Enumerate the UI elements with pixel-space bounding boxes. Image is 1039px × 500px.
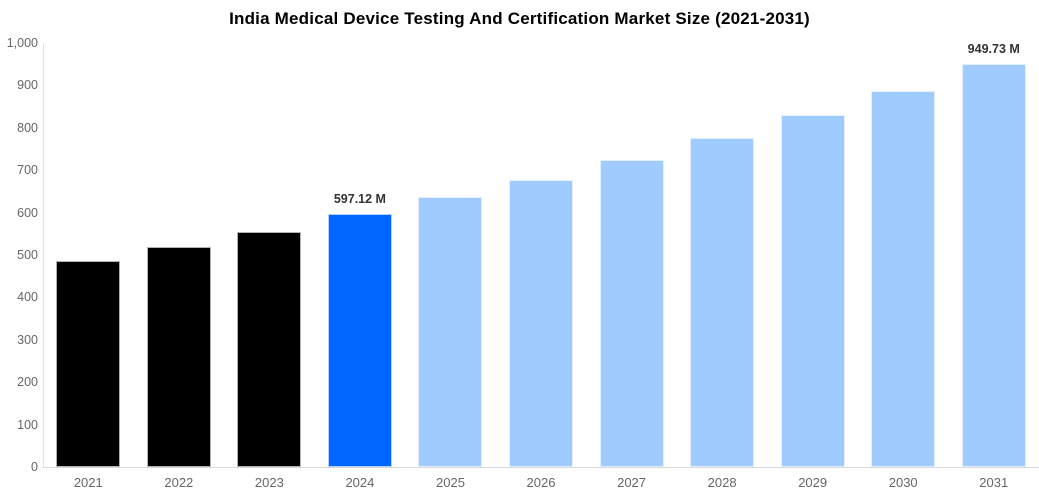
x-axis-tick-label: 2028 [707,475,737,490]
y-axis-tick-label: 500 [17,248,38,262]
x-axis-tick-label: 2027 [617,475,647,490]
x-axis-tick-label: 2029 [798,475,828,490]
bar-2027 [599,160,664,467]
y-axis-tick-label: 800 [17,120,38,135]
chart-title: India Medical Device Testing And Certifi… [229,9,810,28]
bar-slot [134,43,225,467]
y-axis-tick-label: 100 [17,417,38,432]
y-axis-tick-label: 1,000 [6,36,38,50]
bar-slot [677,43,768,467]
bar-2026 [509,179,573,467]
bar-slot: 949.73 M [948,42,1039,467]
x-axis-tick-label: 2021 [73,475,103,490]
y-axis-tick-label: 0 [31,460,38,474]
x-axis-tick-label: 2023 [254,475,284,490]
bar-slot [767,43,858,467]
x-axis: 2021 2022 2023 2024 2025 2026 2027 2028 2029 2030… [43,475,1039,490]
x-axis-tick-label: 2025 [436,475,465,490]
bar-2025 [418,197,483,467]
x-axis-tick-label: 2022 [164,475,194,490]
bar-value-label: 949.73 M [967,42,1020,57]
x-axis-line [43,467,1039,468]
y-axis-tick-label: 700 [17,163,38,178]
y-axis-line [43,43,44,467]
plot-area: 597.12 M 949.73 M [43,42,1039,467]
bar-slot [43,43,134,467]
bar-2031 [961,64,1026,467]
bar-slot: 597.12 M [315,43,406,467]
bar-2030 [871,90,936,467]
x-axis-tick-label: 2024 [345,475,375,490]
bar-2029 [780,114,845,467]
x-axis-tick-label: 2026 [526,475,556,490]
bar-slot [405,43,496,467]
bar-2028 [690,137,755,467]
y-axis-tick-label: 900 [17,78,38,93]
bar-slot [586,43,677,467]
bar-slot [858,43,949,467]
y-axis-tick-label: 200 [17,375,38,390]
bar-2022 [146,246,211,467]
bar-2024 [327,213,392,467]
bar-slot [224,43,315,467]
x-axis-tick-label: 2030 [888,475,918,490]
bar-value-label: 597.12 M [333,191,386,206]
y-axis-tick-label: 600 [17,205,38,220]
bar-slot [496,43,587,467]
x-axis-tick-label: 2031 [979,475,1009,490]
bar-2021 [56,260,121,467]
y-axis-tick-label: 300 [17,332,38,347]
bar-2023 [237,231,302,467]
y-axis-tick-label: 400 [17,290,38,305]
